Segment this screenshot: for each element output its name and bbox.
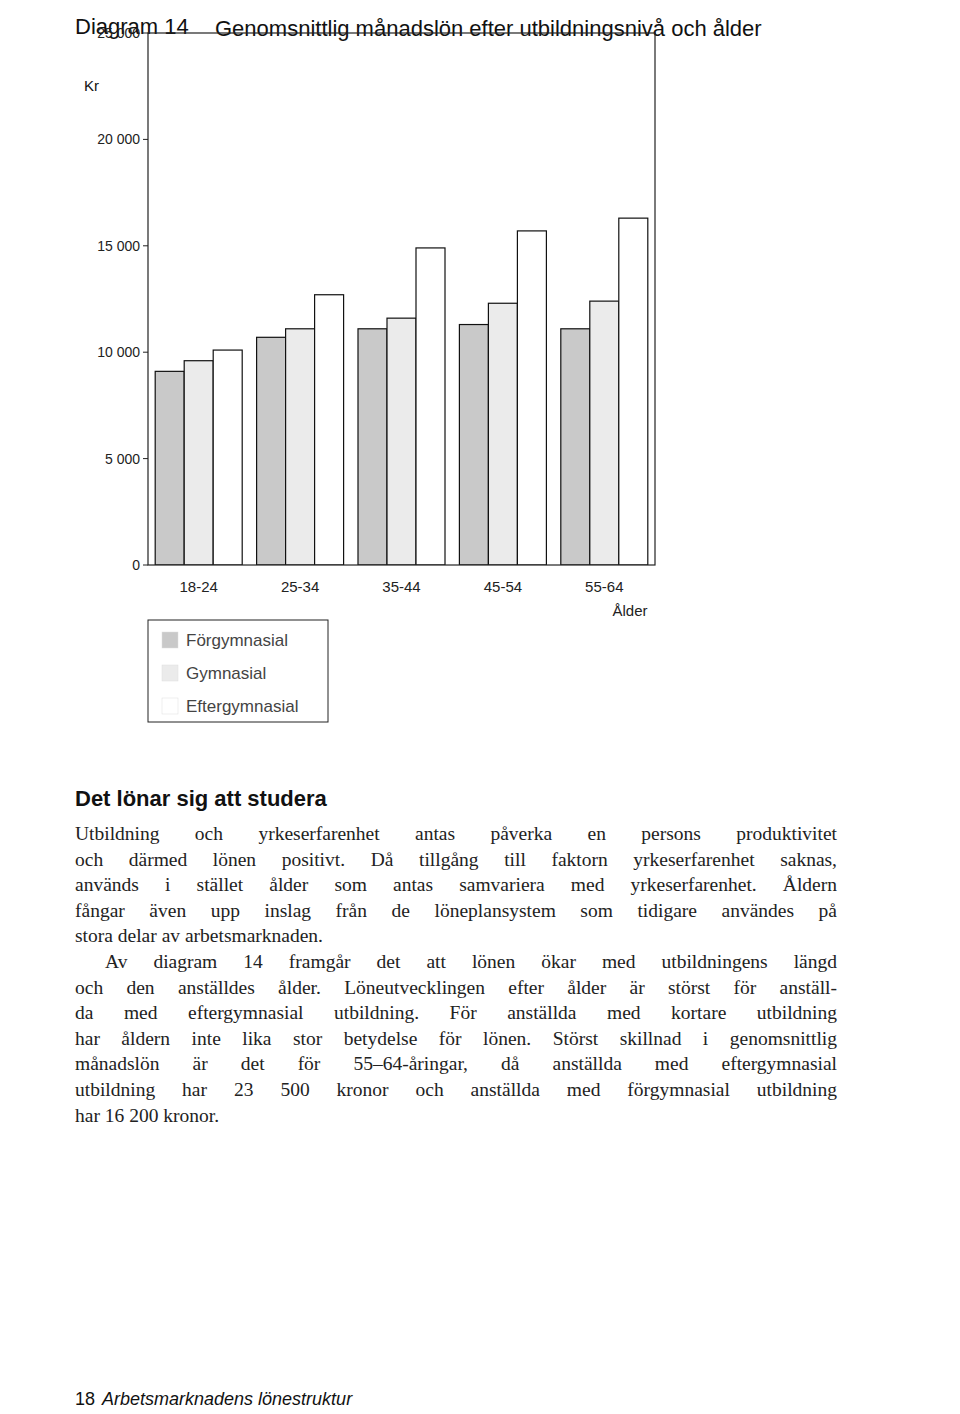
y-axis-label: Kr: [84, 77, 99, 94]
bar: [257, 337, 286, 565]
x-tick-label: 45-54: [484, 578, 522, 595]
x-tick-label: 25-34: [281, 578, 319, 595]
bar: [517, 231, 546, 565]
bars: [155, 218, 648, 565]
text-line: Utbildning och yrkeserfarenhet antas påv…: [75, 822, 837, 846]
chart-title: Genomsnittlig månadslön efter utbildning…: [215, 14, 805, 43]
bar: [286, 329, 315, 565]
text-line: har åldern inte lika stor betydelse för …: [75, 1027, 837, 1051]
plot-frame: [148, 33, 655, 565]
y-tick-label: 10 000: [97, 344, 140, 360]
legend-box: [148, 620, 328, 722]
y-tick: [143, 245, 148, 246]
y-tick: [143, 139, 148, 140]
bar: [619, 218, 648, 565]
text-line: har 16 200 kronor.: [75, 1104, 837, 1128]
bar: [358, 329, 387, 565]
bar: [459, 325, 488, 565]
text-line: och därmed lönen positivt. Då tillgång t…: [75, 848, 837, 872]
x-tick-label: 55-64: [585, 578, 623, 595]
y-tick-label: 15 000: [97, 238, 140, 254]
legend-label: Gymnasial: [186, 664, 266, 683]
bar: [561, 329, 590, 565]
bar: [590, 301, 619, 565]
heading: Det lönar sig att studera: [75, 786, 327, 812]
x-tick-label: 18-24: [180, 578, 218, 595]
text-line: utbildning har 23 500 kronor och anställ…: [75, 1078, 837, 1102]
bar: [213, 350, 242, 565]
text-line: används i stället ålder som antas samvar…: [75, 873, 837, 897]
y-tick: [143, 352, 148, 353]
text-line: da med eftergymnasial utbildning. För an…: [75, 1001, 837, 1025]
bar: [315, 295, 344, 565]
y-tick-label: 20 000: [97, 131, 140, 147]
bar: [184, 361, 213, 565]
bar: [155, 371, 184, 565]
x-tick-label: 35-44: [382, 578, 420, 595]
y-tick-label: 5 000: [105, 451, 140, 467]
text-line: Av diagram 14 framgår det att lönen ökar…: [105, 950, 837, 974]
text-line: och den anställdes ålder. Löneutveckling…: [75, 976, 837, 1000]
bar: [387, 318, 416, 565]
footer-title: Arbetsmarknadens lönestruktur: [102, 1389, 352, 1410]
y-tick-label: 0: [132, 557, 140, 573]
y-tick: [143, 565, 148, 566]
legend-swatch: [162, 698, 178, 714]
y-tick: [143, 458, 148, 459]
chart: Kr 0 5 000 10 000 15 000 20 000 25 000 18-24 25-…: [0, 0, 960, 740]
text-line: stora delar av arbetsmarknaden.: [75, 924, 837, 948]
legend-label: Eftergymnasial: [186, 697, 298, 716]
legend-swatch: [162, 632, 178, 648]
x-axis-label: Ålder: [612, 602, 647, 619]
text-line: fångar även upp inslag från de löneplans…: [75, 899, 837, 923]
y-tick: [143, 33, 148, 34]
legend-swatch: [162, 665, 178, 681]
bar: [488, 303, 517, 565]
footer-page: 18: [75, 1389, 95, 1410]
bar: [416, 248, 445, 565]
y-tick-label: 25 000: [97, 25, 140, 41]
legend-label: Förgymnasial: [186, 631, 288, 650]
text-line: månadslön är det för 55–64-åringar, då a…: [75, 1052, 837, 1076]
